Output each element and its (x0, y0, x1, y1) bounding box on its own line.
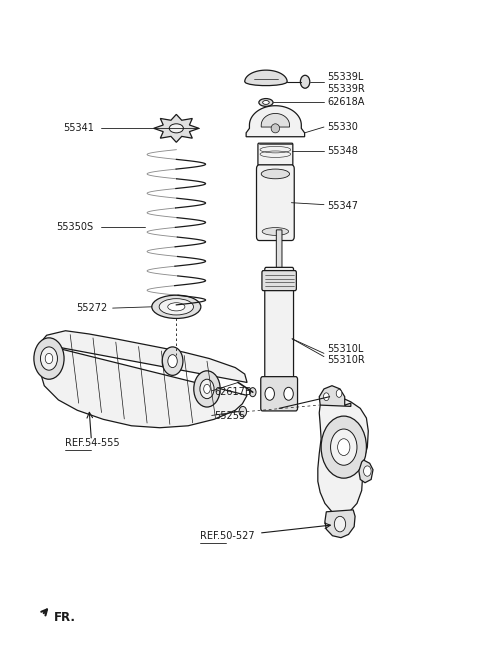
Circle shape (45, 353, 53, 364)
Circle shape (363, 466, 371, 476)
Ellipse shape (263, 100, 269, 104)
Text: REF.50-527: REF.50-527 (200, 531, 254, 541)
Circle shape (250, 388, 256, 397)
Ellipse shape (261, 169, 289, 179)
Text: 55255: 55255 (214, 411, 245, 421)
Circle shape (336, 390, 342, 398)
Circle shape (204, 384, 210, 394)
Polygon shape (245, 70, 287, 86)
Ellipse shape (259, 99, 273, 106)
Polygon shape (246, 105, 305, 137)
Circle shape (324, 393, 329, 401)
Polygon shape (325, 510, 355, 538)
Circle shape (337, 439, 350, 455)
Ellipse shape (152, 295, 201, 318)
FancyBboxPatch shape (265, 267, 294, 381)
Ellipse shape (271, 124, 280, 133)
Text: REF.54-555: REF.54-555 (65, 438, 120, 447)
Circle shape (331, 429, 357, 465)
Circle shape (168, 354, 177, 367)
FancyBboxPatch shape (261, 377, 298, 411)
Circle shape (265, 387, 275, 400)
Polygon shape (318, 397, 368, 515)
Circle shape (34, 338, 64, 379)
Text: 62618A: 62618A (327, 98, 365, 107)
FancyBboxPatch shape (258, 143, 293, 165)
FancyBboxPatch shape (262, 271, 296, 291)
Circle shape (300, 75, 310, 88)
Text: 55341: 55341 (63, 123, 94, 134)
Text: 55310L
55310R: 55310L 55310R (327, 344, 365, 365)
Polygon shape (319, 386, 351, 406)
Circle shape (194, 371, 220, 407)
Polygon shape (38, 331, 247, 428)
Ellipse shape (159, 299, 193, 315)
Circle shape (284, 387, 293, 400)
Circle shape (239, 406, 247, 417)
Polygon shape (154, 115, 199, 142)
Circle shape (335, 516, 346, 532)
Text: 55272: 55272 (77, 303, 108, 313)
Circle shape (162, 347, 183, 375)
Text: 55350S: 55350S (57, 222, 94, 233)
Text: 55330: 55330 (327, 122, 358, 132)
Circle shape (40, 347, 58, 370)
Text: 62617B: 62617B (214, 387, 252, 397)
FancyBboxPatch shape (256, 165, 294, 240)
Circle shape (200, 379, 214, 399)
Polygon shape (359, 460, 373, 483)
Ellipse shape (169, 124, 183, 133)
Text: 55347: 55347 (327, 201, 358, 211)
Text: 55339L
55339R: 55339L 55339R (327, 72, 365, 94)
Ellipse shape (262, 227, 288, 235)
FancyBboxPatch shape (276, 230, 282, 270)
Circle shape (321, 416, 366, 478)
Text: FR.: FR. (54, 610, 76, 624)
Text: 55348: 55348 (327, 146, 358, 156)
Ellipse shape (168, 303, 185, 311)
Polygon shape (261, 113, 289, 127)
